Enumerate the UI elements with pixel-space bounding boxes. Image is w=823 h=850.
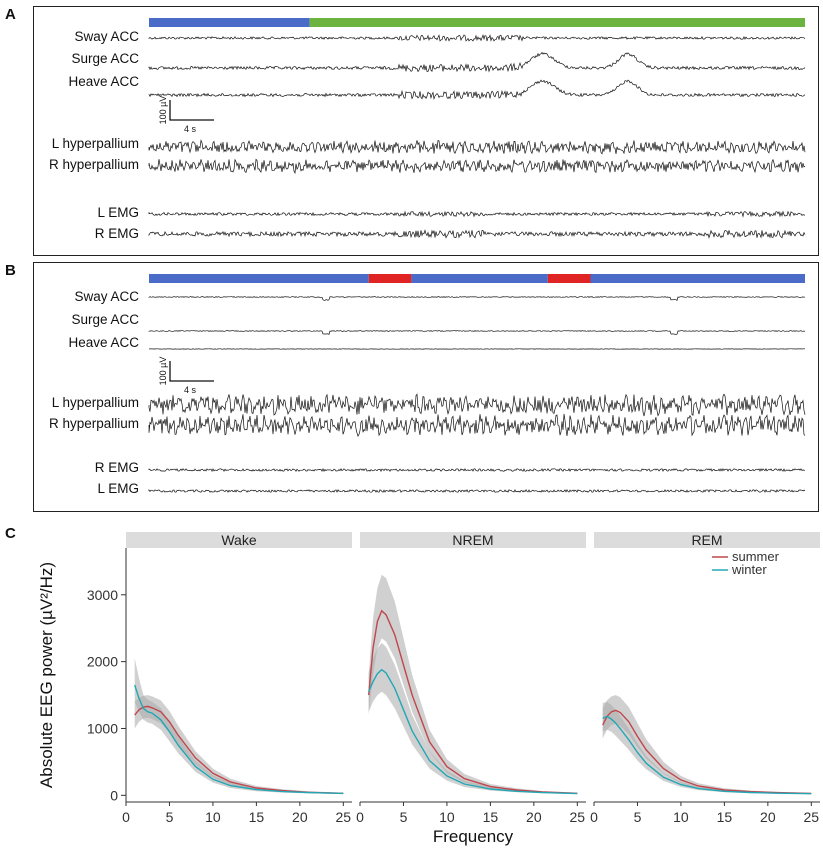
x-tick-label: 25: [336, 809, 352, 825]
trace-label: Surge ACC: [71, 51, 139, 66]
trace-signal: [148, 210, 806, 218]
state-bar-rem: [547, 274, 591, 283]
facet-strip: [360, 532, 586, 548]
state-bar-nrem: [309, 18, 805, 27]
scale-bar: [169, 100, 214, 121]
x-tick-label: 0: [590, 809, 598, 825]
series-line-winter: [602, 715, 812, 795]
state-bar-wake: [149, 274, 369, 283]
x-tick-label: 20: [760, 809, 776, 825]
series-line-winter: [134, 684, 344, 795]
y-tick-label: 1000: [87, 720, 118, 736]
x-tick-label: 5: [166, 809, 174, 825]
trace-signal: [148, 79, 806, 101]
trace-label: Heave ACC: [68, 335, 139, 350]
trace-signal: [148, 330, 806, 335]
ci-band-winter: [134, 658, 344, 794]
trace-signal: [148, 393, 806, 417]
facet-strip-label: NREM: [452, 532, 493, 548]
state-bar-wake: [149, 18, 310, 27]
scale-bar: [169, 361, 214, 382]
scale-bar-voltage-label: 100 µV: [158, 96, 168, 125]
scale-bar-time-label: 4 s: [184, 385, 197, 395]
trace-label: Sway ACC: [74, 289, 139, 304]
trace-signal: [148, 229, 806, 239]
x-tick-label: 0: [122, 809, 130, 825]
trace-label: Surge ACC: [71, 312, 139, 327]
x-tick-label: 25: [570, 809, 586, 825]
trace-label: R EMG: [95, 226, 139, 241]
y-tick-label: 2000: [87, 654, 118, 670]
trace-signal: [148, 413, 806, 437]
facet-strip: [594, 532, 820, 548]
trace-signal: [148, 139, 806, 155]
trace-label: Heave ACC: [68, 74, 139, 89]
panel-b-traces: Sway ACC Surge ACC Heave ACC L hyperpallium…: [49, 274, 806, 496]
ci-band-summer: [134, 695, 344, 794]
ci-band-summer: [602, 695, 812, 794]
state-bar-wake: [590, 274, 805, 283]
legend-label-summer: summer: [732, 549, 780, 564]
state-bar-rem: [368, 274, 412, 283]
trace-label: L hyperpallium: [52, 395, 139, 410]
x-axis-title: Frequency: [433, 827, 514, 846]
x-tick-label: 10: [205, 809, 221, 825]
trace-label: R EMG: [95, 460, 139, 475]
x-tick-label: 0: [356, 809, 364, 825]
facet-strip-label: REM: [691, 532, 722, 548]
y-tick-label: 0: [110, 787, 118, 803]
series-line-summer: [368, 609, 578, 794]
x-tick-label: 5: [400, 809, 408, 825]
x-tick-label: 25: [804, 809, 820, 825]
trace-label: L hyperpallium: [52, 136, 139, 151]
trace-signal: [148, 489, 806, 493]
x-tick-label: 20: [526, 809, 542, 825]
trace-signal: [148, 51, 806, 73]
scale-bar-voltage-label: 100 µV: [158, 357, 168, 386]
trace-label: L EMG: [97, 481, 139, 496]
panel-letter-b: B: [5, 262, 16, 279]
facet-strip-label: Wake: [221, 532, 256, 548]
x-tick-label: 15: [483, 809, 499, 825]
series-line-summer: [134, 705, 344, 794]
x-tick-label: 10: [673, 809, 689, 825]
ci-band-summer: [368, 574, 578, 794]
facet-strip: [126, 532, 352, 548]
x-tick-label: 10: [439, 809, 455, 825]
trace-label: Sway ACC: [74, 29, 139, 44]
x-tick-label: 15: [249, 809, 265, 825]
panel-letter-a: A: [5, 6, 16, 23]
x-tick-label: 15: [717, 809, 733, 825]
x-tick-label: 5: [634, 809, 642, 825]
trace-signal: [148, 296, 806, 301]
series-line-winter: [368, 668, 578, 795]
panel-a-traces: Sway ACC Surge ACC Heave ACC L hyperpallium…: [49, 18, 806, 241]
scale-bar-time-label: 4 s: [184, 124, 197, 134]
series-line-summer: [602, 709, 812, 795]
trace-label: R hyperpallium: [49, 157, 139, 172]
trace-signal: [148, 158, 806, 175]
panel-letter-c: C: [5, 525, 16, 542]
trace-label: R hyperpallium: [49, 416, 139, 431]
y-axis-title: Absolute EEG power (µV²/Hz): [37, 562, 56, 788]
state-bar-wake: [411, 274, 548, 283]
x-tick-label: 20: [292, 809, 308, 825]
trace-label: L EMG: [97, 205, 139, 220]
legend-label-winter: winter: [731, 562, 767, 577]
y-tick-label: 3000: [87, 587, 118, 603]
ci-band-winter: [368, 642, 578, 795]
trace-signal: [148, 468, 806, 473]
trace-signal: [148, 34, 806, 42]
